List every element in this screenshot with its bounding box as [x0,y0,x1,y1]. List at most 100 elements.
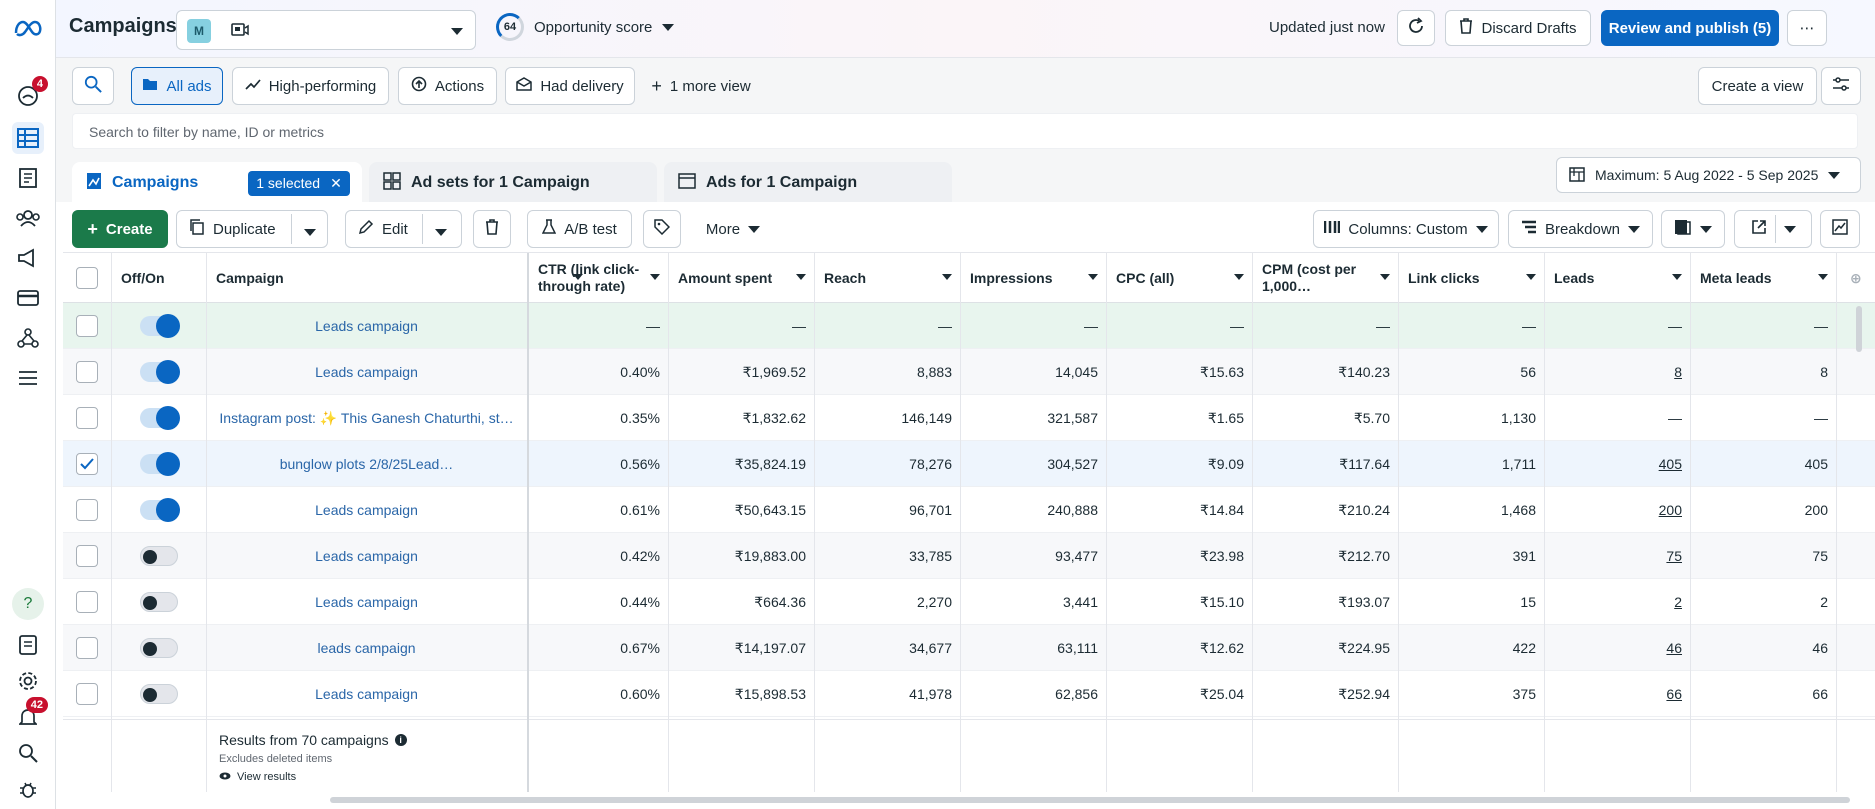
campaign-name-link[interactable]: Leads campaign [315,686,418,702]
table-row[interactable]: Leads campaign 0.60% ₹15,898.53 41,978 62,85… [63,671,1875,717]
charts-toggle-button[interactable] [1820,210,1860,248]
close-icon[interactable]: ✕ [330,174,342,191]
header-cpm[interactable]: CPM (cost per 1,000… [1252,253,1398,303]
campaign-name-link[interactable]: leads campaign [317,640,416,656]
edit-dropdown-icon[interactable] [435,224,447,240]
delivery-toggle[interactable] [139,684,178,704]
row-checkbox[interactable] [76,683,98,705]
info-icon[interactable]: i [394,734,407,746]
events-manager-icon[interactable] [12,322,44,354]
ads-megaphone-icon[interactable] [12,242,44,274]
row-checkbox[interactable] [76,407,98,429]
row-checkbox[interactable] [76,361,98,383]
campaign-name-link[interactable]: Leads campaign [315,548,418,564]
row-checkbox[interactable] [76,545,98,567]
row-checkbox[interactable] [76,591,98,613]
billing-card-icon[interactable] [12,282,44,314]
row-checkbox[interactable] [76,637,98,659]
cell-leads[interactable]: 75 [1666,548,1682,564]
view-actions[interactable]: Actions [398,67,497,105]
discard-drafts-button[interactable]: Discard Drafts [1445,10,1591,46]
campaign-name-link[interactable]: Leads campaign [315,364,418,380]
delivery-toggle[interactable] [139,452,180,476]
row-checkbox[interactable] [76,453,98,475]
header-offon[interactable]: Off/On [121,269,165,286]
ad-account-selector[interactable]: M [176,10,476,50]
settings-gear-icon[interactable] [12,665,44,697]
meta-logo-icon[interactable] [12,12,44,44]
header-link-clicks[interactable]: Link clicks [1398,253,1544,303]
row-checkbox[interactable] [76,315,98,337]
help-icon[interactable]: ? [12,588,44,620]
table-row[interactable]: Leads campaign — — — — — — — — — [63,303,1875,349]
search-toggle-button[interactable] [72,67,114,105]
cell-leads[interactable]: 200 [1658,502,1682,518]
cell-leads[interactable]: 66 [1666,686,1682,702]
table-row[interactable]: Leads campaign 0.42% ₹19,883.00 33,785 93,47… [63,533,1875,579]
view-results-link[interactable]: View results [219,771,296,783]
campaign-name-link[interactable]: bunglow plots 2/8/25Lead… [279,456,454,472]
date-range-picker[interactable]: Maximum: 5 Aug 2022 - 5 Sep 2025 [1556,157,1861,193]
vertical-scrollbar[interactable] [1856,306,1862,352]
delivery-toggle[interactable] [139,406,180,430]
tag-button[interactable] [643,210,681,248]
cell-leads[interactable]: 2 [1674,594,1682,610]
search-icon[interactable] [12,737,44,769]
delivery-toggle[interactable] [139,546,178,566]
export-button[interactable] [1734,210,1812,248]
create-button[interactable]: + Create [72,210,168,248]
reports-dropdown[interactable] [1661,210,1725,248]
reports-icon[interactable] [12,629,44,661]
header-campaign[interactable]: Campaign [206,253,591,303]
header-ctr[interactable]: CTR (link click-through rate) [528,253,668,303]
bug-report-icon[interactable] [12,773,44,805]
horizontal-scrollbar[interactable] [330,797,1850,803]
delivery-toggle[interactable] [139,314,180,338]
cell-leads[interactable]: 8 [1674,364,1682,380]
duplicate-button[interactable]: Duplicate [176,210,328,248]
tab-ads[interactable]: Ads for 1 Campaign [664,162,952,204]
audiences-icon[interactable] [12,202,44,234]
view-settings-button[interactable] [1821,67,1861,105]
columns-selector[interactable]: Columns: Custom [1313,210,1499,248]
header-leads[interactable]: Leads [1544,253,1690,303]
all-tools-menu-icon[interactable] [12,362,44,394]
table-row[interactable]: Leads campaign 0.40% ₹1,969.52 8,883 14,045 ₹… [63,349,1875,395]
more-options-button[interactable]: ⋯ [1787,10,1827,46]
add-column-icon[interactable]: ⊕ [1850,269,1862,286]
table-row[interactable]: bunglow plots 2/8/25Lead… 0.56% ₹35,824.19… [63,441,1875,487]
delivery-toggle[interactable] [139,360,180,384]
header-impressions[interactable]: Impressions [960,253,1106,303]
row-checkbox[interactable] [76,499,98,521]
review-publish-button[interactable]: Review and publish (5) [1601,10,1779,46]
campaign-name-link[interactable]: Leads campaign [315,594,418,610]
header-meta-leads[interactable]: Meta leads [1690,253,1836,303]
header-reach[interactable]: Reach [814,253,960,303]
cell-leads[interactable]: 405 [1658,456,1682,472]
header-cpc[interactable]: CPC (all) [1106,253,1252,303]
alerts-bell-icon[interactable]: 42 [12,697,48,733]
select-all-checkbox[interactable] [76,267,98,289]
delivery-toggle[interactable] [139,498,180,522]
table-row[interactable]: Leads campaign 0.61% ₹50,643.15 96,701 240,8… [63,487,1875,533]
create-view-button[interactable]: Create a view [1698,67,1817,105]
delivery-toggle[interactable] [139,638,178,658]
campaigns-table-icon[interactable] [12,122,44,154]
header-amount-spent[interactable]: Amount spent [668,253,814,303]
view-all-ads[interactable]: All ads [131,67,223,105]
table-row[interactable]: leads campaign 0.67% ₹14,197.07 34,677 63,11… [63,625,1875,671]
more-views-button[interactable]: + 1 more view [651,75,751,96]
campaign-name-link[interactable]: Instagram post: ✨ This Ganesh Chaturthi,… [219,409,514,426]
pages-icon[interactable] [12,162,44,194]
table-row[interactable]: Leads campaign 0.44% ₹664.36 2,270 3,441 ₹15.… [63,579,1875,625]
duplicate-dropdown-icon[interactable] [304,224,316,240]
ab-test-button[interactable]: A/B test [527,210,632,248]
more-actions-button[interactable]: More [696,210,770,248]
tab-ad-sets[interactable]: Ad sets for 1 Campaign [369,162,657,204]
opportunity-score[interactable]: 64 Opportunity score [496,13,675,41]
delivery-toggle[interactable] [139,592,178,612]
account-overview-icon[interactable]: 4 [12,76,48,112]
refresh-button[interactable] [1397,10,1435,46]
table-row[interactable]: Instagram post: ✨ This Ganesh Chaturthi,… [63,395,1875,441]
selected-chip[interactable]: 1 selected ✕ [248,170,350,196]
